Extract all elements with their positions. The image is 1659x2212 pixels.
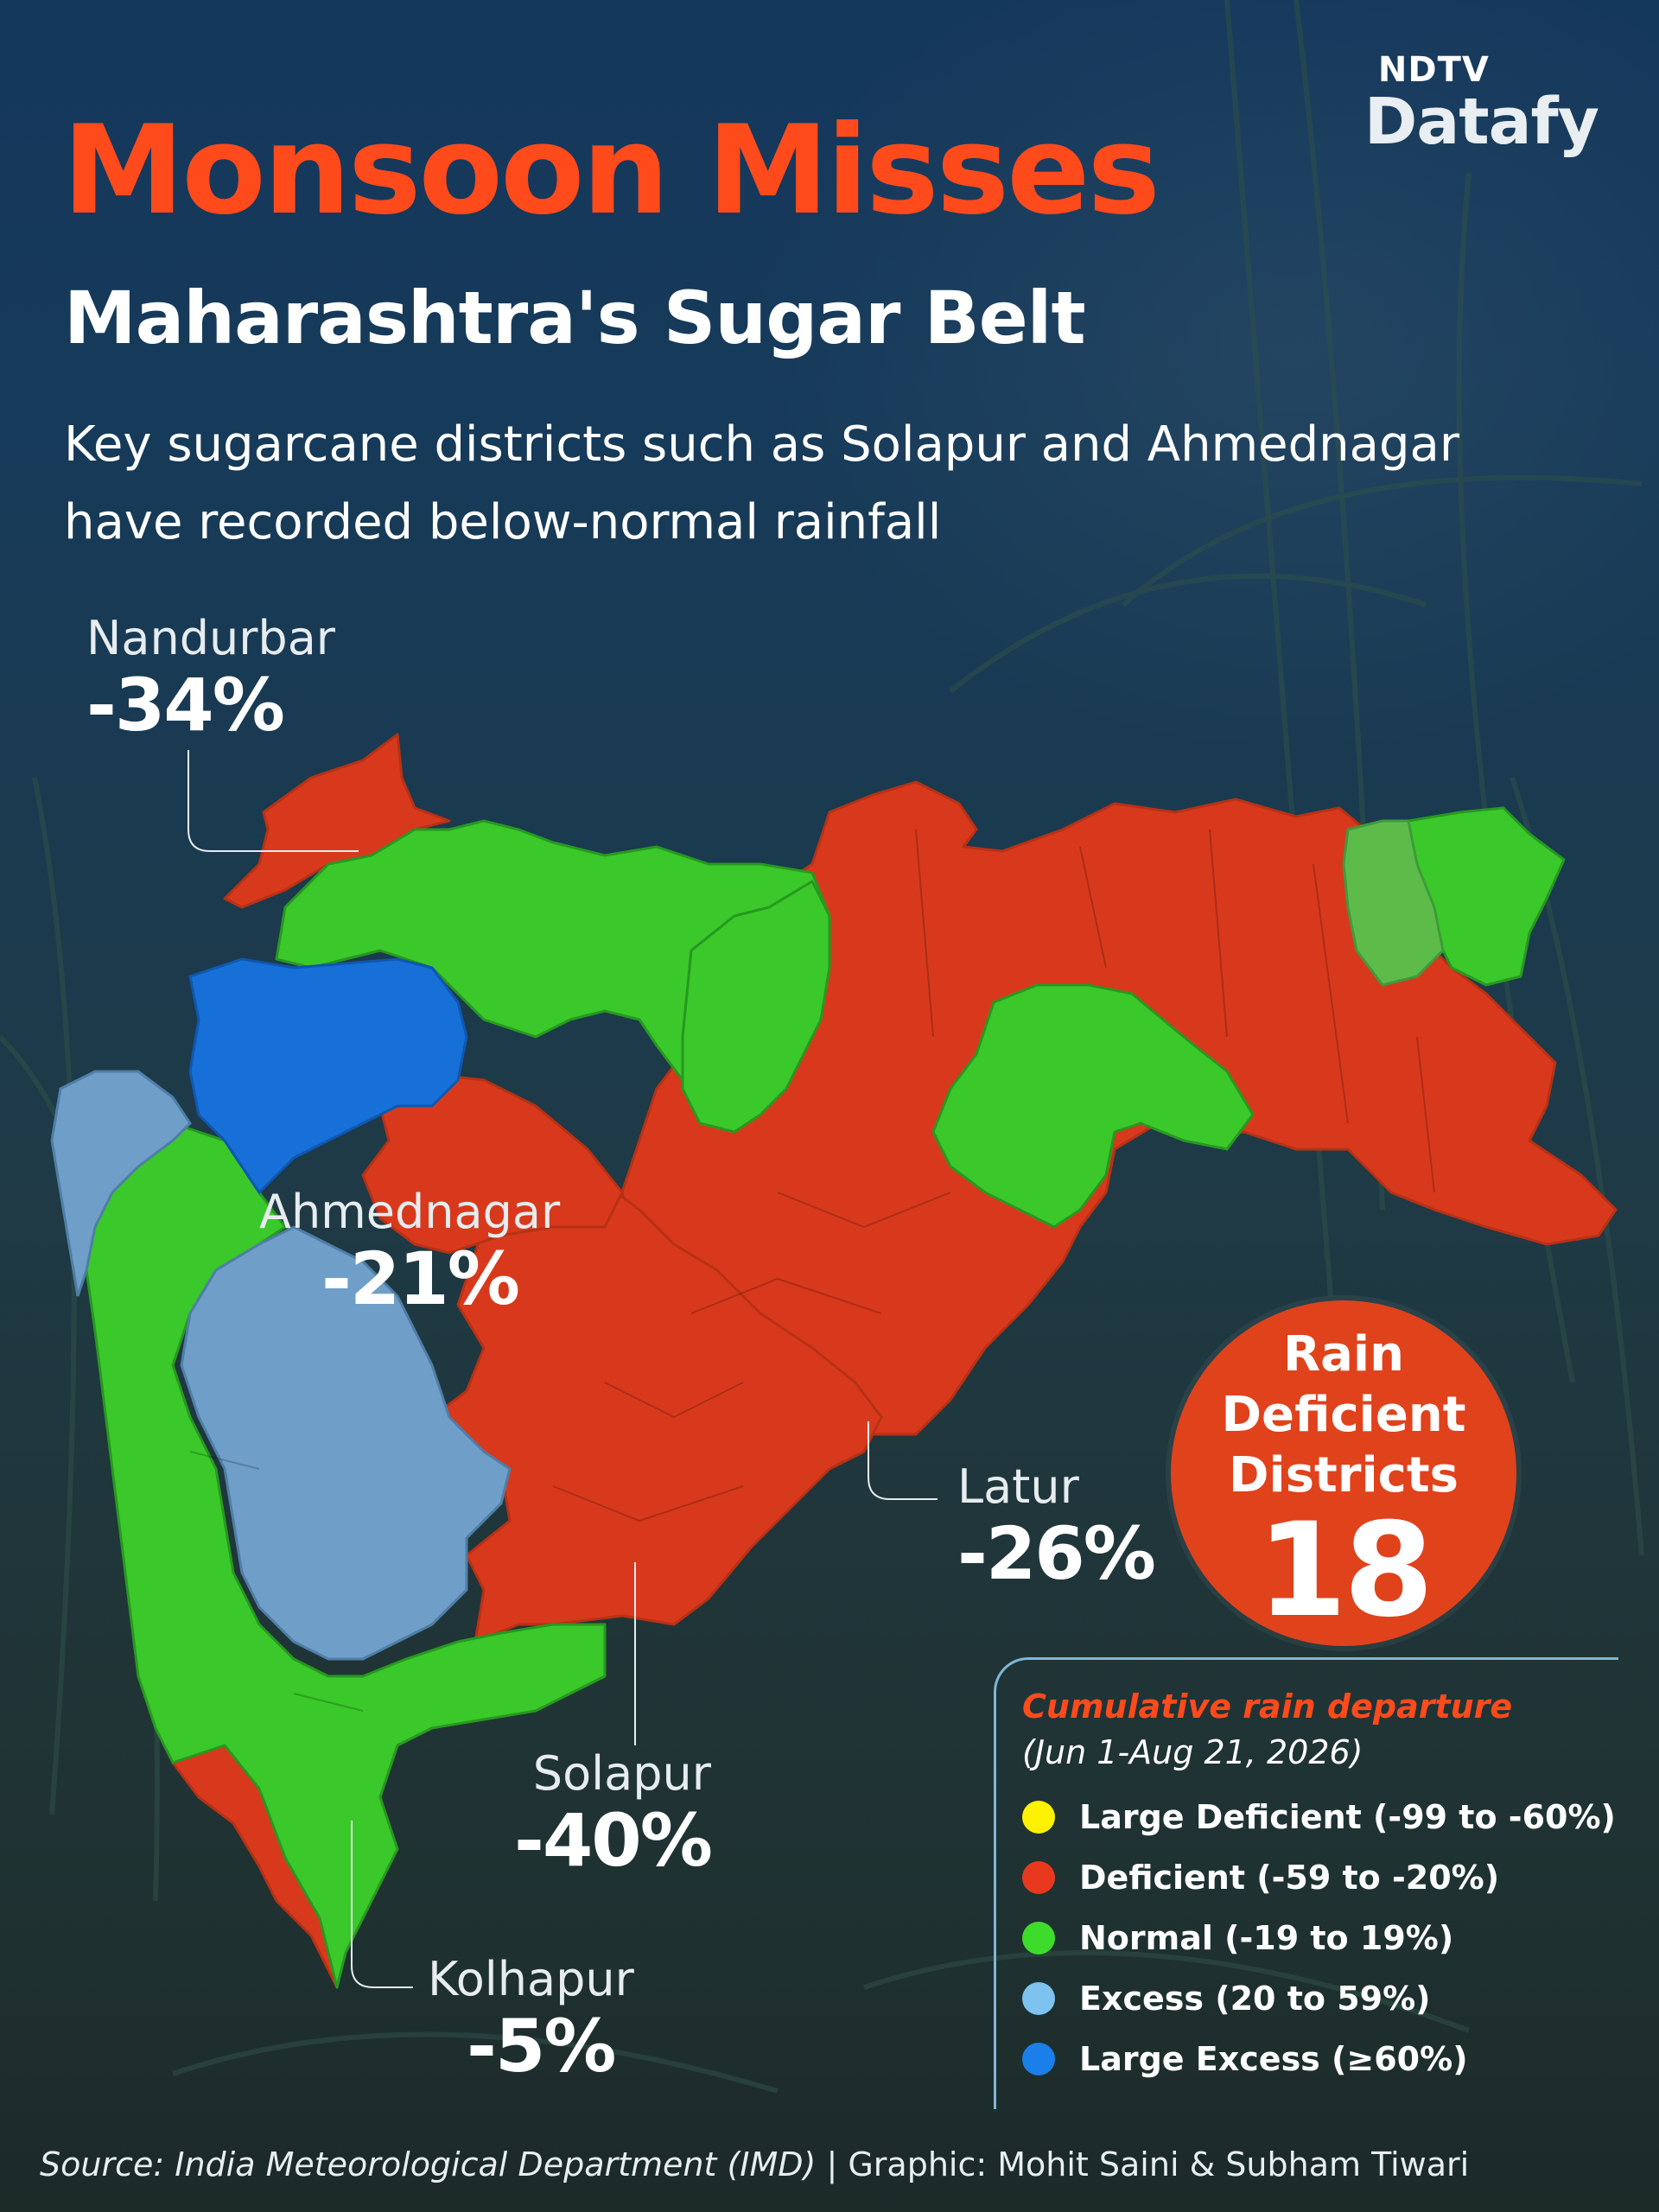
badge-line-3: Districts [1229,1447,1459,1503]
legend-swatch-icon [1022,1982,1055,2015]
callout-value: -21% [321,1236,520,1321]
logo-ndtv-text: NDTV [1377,50,1490,90]
legend-item-label: Large Deficient (-99 to -60%) [1079,1798,1616,1836]
callout-ahmednagar: Ahmednagar -21% [259,1185,560,1319]
callout-name: Solapur [532,1746,711,1801]
region-normal-west [85,1122,607,1989]
callout-value: -34% [86,663,285,747]
legend-frame [994,1657,1618,2109]
legend-date-range: (Jun 1-Aug 21, 2026) [1022,1733,1363,1771]
legend-item: Normal (-19 to 19%) [1022,1908,1616,1968]
region-large-excess [188,957,468,1195]
legend-item: Large Excess (≥60%) [1022,2029,1616,2089]
badge-count: 18 [1256,1496,1434,1646]
callout-value: -5% [467,2004,616,2088]
callout-name: Nandurbar [86,611,335,665]
rain-deficient-districts-badge: Rain Deficient Districts 18 [1171,1300,1516,1646]
callout-value: -26% [957,1511,1156,1596]
page-subtitle: Maharashtra's Sugar Belt [64,276,1086,360]
region-excess-pune [180,1225,512,1661]
callout-value: -40% [514,1798,713,1883]
callout-solapur: Solapur -40% [514,1746,713,1881]
logo-datafy-text: Datafy [1363,85,1599,159]
source-credit: Source: India Meteorological Department … [40,2143,1630,2186]
region-excess-coast [50,1070,192,1297]
badge-line-1: Rain [1283,1326,1404,1382]
legend-swatch-icon [1022,1922,1055,1955]
callout-name: Ahmednagar [259,1185,561,1239]
callout-latur: Latur -26% [957,1459,1156,1596]
callout-kolhapur: Kolhapur -5% [428,1952,634,2088]
legend-item-label: Normal (-19 to 19%) [1079,1919,1454,1957]
leader-nandurbar [188,750,359,852]
region-normal-eastcentral [931,983,1255,1229]
leader-kolhapur [351,1821,413,1988]
legend-swatch-icon [1022,1801,1055,1834]
page-description: Key sugarcane districts such as Solapur … [64,416,1459,550]
badge-line-2: Deficient [1221,1387,1466,1443]
ndtv-datafy-logo: NDTV Datafy [1364,50,1599,154]
legend-item: Deficient (-59 to -20%) [1022,1847,1616,1908]
legend-swatch-icon [1022,1861,1055,1894]
legend-item-label: Excess (20 to 59%) [1079,1980,1431,2018]
leader-latur [868,1421,938,1500]
legend-item-label: Large Excess (≥60%) [1079,2040,1468,2078]
legend-item-label: Deficient (-59 to -20%) [1079,1859,1500,1897]
region-deficient-central [361,1070,624,1255]
legend-item: Excess (20 to 59%) [1022,1968,1616,2029]
map-legend: Cumulative rain departure (Jun 1-Aug 21,… [1022,1685,1616,2089]
callout-name: Latur [957,1459,1079,1514]
page-title: Monsoon Misses [62,99,1160,242]
legend-title: Cumulative rain departure [1022,1688,1513,1726]
callout-nandurbar: Nandurbar -34% [86,611,335,747]
legend-items: Large Deficient (-99 to -60%) Deficient (… [1022,1787,1616,2089]
region-normal-light [1342,819,1445,987]
legend-item: Large Deficient (-99 to -60%) [1022,1787,1616,1847]
legend-swatch-icon [1022,2043,1055,2075]
source-text: Source: India Meteorological Department … [40,2145,817,2183]
region-normal-jalgaon [681,880,831,1134]
source-separator: | [816,2145,849,2183]
callout-leader-lines [188,750,938,1988]
graphic-credit: Graphic: Mohit Saini & Subham Tiwari [848,2145,1470,2183]
callout-name: Kolhapur [428,1952,634,2006]
